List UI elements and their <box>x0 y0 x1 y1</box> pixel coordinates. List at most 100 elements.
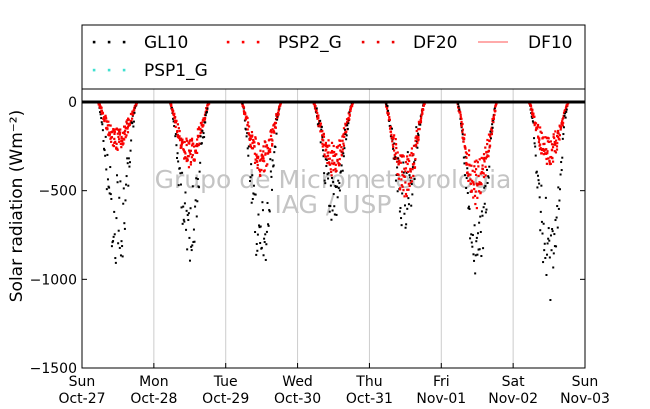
gl10-point <box>540 220 543 223</box>
psp2-point <box>195 143 199 146</box>
psp2-point <box>395 160 399 163</box>
psp2-point <box>395 157 398 160</box>
gl10-point <box>340 170 343 173</box>
psp2-point <box>270 138 273 141</box>
gl10-point <box>198 186 201 189</box>
gl10-point <box>203 136 206 139</box>
psp2-point <box>251 147 255 150</box>
gl10-point <box>564 116 567 119</box>
gl10-point <box>128 165 131 168</box>
psp2-point <box>275 114 278 117</box>
psp2-point <box>257 143 261 146</box>
gl10-point <box>546 242 549 245</box>
psp2-point <box>401 173 404 176</box>
y-tick-label: −500 <box>39 184 77 200</box>
psp2-point <box>256 157 259 160</box>
gl10-point <box>396 190 399 193</box>
psp2-point <box>176 129 179 133</box>
psp2-point <box>327 139 330 142</box>
psp2-point <box>173 112 176 115</box>
psp2-point <box>123 130 126 134</box>
psp2-point <box>259 158 262 161</box>
psp2-point <box>126 119 129 122</box>
gl10-point <box>125 183 128 186</box>
psp2-point <box>197 143 200 147</box>
gl10-point <box>485 208 488 211</box>
psp2-point <box>253 161 257 164</box>
gl10-point <box>540 184 543 187</box>
gl10-point <box>261 209 264 212</box>
psp2-point <box>394 152 397 155</box>
gl10-point <box>181 171 184 174</box>
gl10-point <box>330 218 333 221</box>
psp2-point <box>560 120 564 123</box>
psp2-point <box>547 137 550 140</box>
psp2-point <box>194 149 198 152</box>
psp2-point <box>257 155 260 158</box>
gl10-point <box>537 179 540 182</box>
gl10-point <box>475 240 478 243</box>
psp2-point <box>190 139 194 142</box>
psp2-point <box>104 116 108 119</box>
psp2-point <box>557 129 560 133</box>
gl10-point <box>539 229 542 232</box>
psp2-point <box>404 161 408 164</box>
psp2-point <box>387 112 390 115</box>
gl10-point <box>556 226 559 229</box>
gl10-point <box>549 234 552 237</box>
gl10-point <box>338 189 341 192</box>
gl10-point <box>187 212 190 215</box>
gl10-point <box>548 239 551 242</box>
gl10-point <box>337 179 340 182</box>
psp2-point <box>537 141 541 144</box>
psp2-point <box>482 175 486 179</box>
gl10-point <box>114 257 117 260</box>
psp2-point <box>249 137 252 140</box>
psp2-point <box>416 135 419 139</box>
psp2-point <box>480 156 483 160</box>
gl10-point <box>402 171 405 174</box>
psp2-point <box>407 182 410 185</box>
gl10-point <box>407 197 410 200</box>
gl10-point <box>467 207 470 210</box>
psp2-point <box>532 112 535 115</box>
psp2-point <box>325 148 328 151</box>
psp2-point <box>409 181 412 185</box>
psp2-point <box>183 157 186 160</box>
gl10-point <box>346 127 349 130</box>
psp2-point <box>341 151 344 154</box>
psp2-point <box>334 163 337 166</box>
gl10-point <box>552 252 555 255</box>
gl10-point <box>241 102 244 105</box>
gl10-point <box>406 151 409 154</box>
psp2-point <box>329 168 332 171</box>
gl10-point <box>245 128 248 131</box>
psp2-point <box>413 166 416 170</box>
gl10-point <box>410 183 413 186</box>
psp2-point <box>343 132 346 135</box>
psp2-point <box>390 133 393 136</box>
gl10-point <box>415 126 418 129</box>
gl10-point <box>323 179 326 182</box>
psp2-point <box>404 192 408 196</box>
psp2-point <box>481 157 485 160</box>
psp2-point <box>538 138 541 141</box>
y-tick-label: −1000 <box>30 272 77 288</box>
gl10-point <box>553 245 556 248</box>
psp2-point <box>274 126 277 129</box>
legend-swatch <box>376 40 380 44</box>
psp2-point <box>412 174 415 177</box>
psp2-point <box>269 129 273 132</box>
gl10-point <box>200 142 203 145</box>
psp2-point <box>415 129 418 133</box>
gl10-point <box>334 185 337 188</box>
psp2-point <box>107 120 110 123</box>
gl10-point <box>131 122 134 125</box>
gl10-point <box>563 114 566 117</box>
psp2-point <box>189 138 192 142</box>
psp2-point <box>115 127 118 130</box>
gl10-point <box>471 245 474 248</box>
psp2-point <box>407 158 410 161</box>
psp2-point <box>186 159 189 162</box>
gl10-point <box>196 200 199 203</box>
